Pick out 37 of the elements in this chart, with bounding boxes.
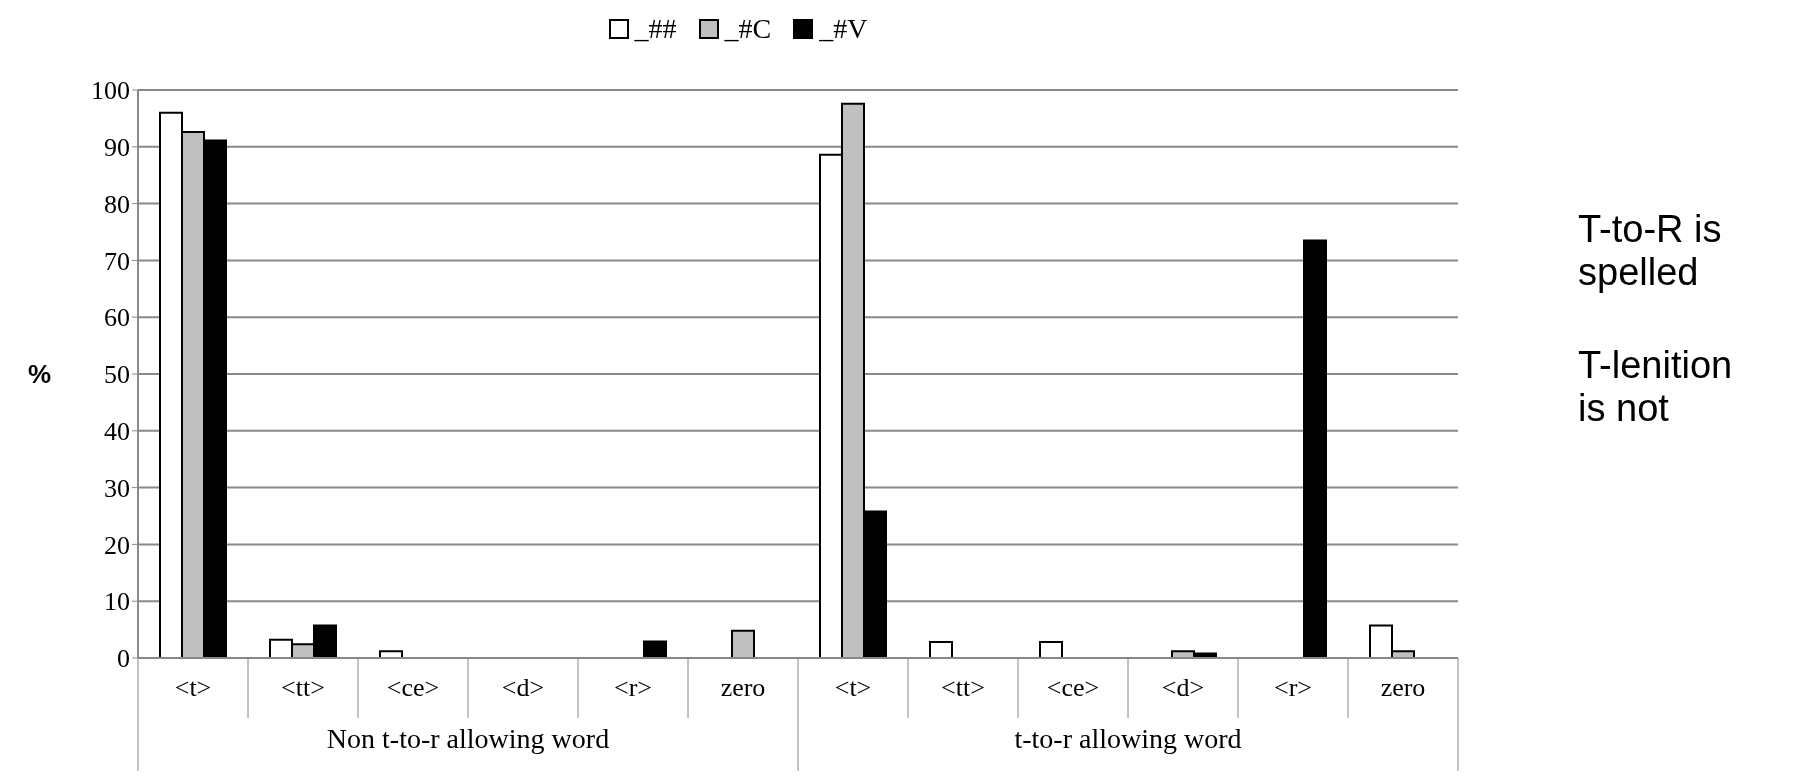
- x-tick-label: <d>: [501, 673, 545, 702]
- y-tick-label: 60: [104, 303, 130, 333]
- legend-label: _#C: [724, 13, 772, 45]
- y-tick-label: 100: [91, 76, 130, 106]
- bar: [731, 629, 755, 658]
- x-tick-label: <tt>: [941, 673, 985, 702]
- bar: [1039, 641, 1063, 658]
- y-tick-label: 80: [104, 189, 130, 219]
- y-axis-title: %: [28, 359, 52, 390]
- x-tick-label: <d>: [1161, 673, 1205, 702]
- legend-label: _#V: [819, 13, 868, 45]
- y-tick-label: 90: [104, 133, 130, 163]
- x-tick-label: <ce>: [386, 673, 440, 702]
- legend-label: _##: [634, 13, 677, 45]
- y-tick-label: 70: [104, 246, 130, 276]
- x-tick-label: <t>: [834, 673, 872, 702]
- y-tick-label: 30: [104, 473, 130, 503]
- x-tick-label: zero: [1380, 673, 1426, 702]
- text: t-to-r allowing word: [1013, 723, 1243, 755]
- x-tick-label: <r>: [614, 673, 652, 702]
- y-tick-label: 40: [104, 417, 130, 447]
- text: T-lenition is not: [1578, 344, 1734, 430]
- bar: [643, 640, 667, 658]
- bar: [929, 641, 953, 658]
- bar: [379, 650, 403, 658]
- y-tick-label: 50: [104, 360, 130, 390]
- x-tick-label: <ce>: [1046, 673, 1100, 702]
- y-tick-label: 0: [117, 644, 130, 674]
- bar: [1303, 239, 1327, 658]
- x-tick-label: <tt>: [281, 673, 325, 702]
- text: T-to-R is spelled: [1578, 208, 1723, 294]
- x-tick-label: <t>: [174, 673, 212, 702]
- text: Non t-to-r allowing word: [325, 723, 611, 755]
- x-tick-label: <r>: [1274, 673, 1312, 702]
- y-tick-label: 20: [104, 530, 130, 560]
- x-tick-label: zero: [720, 673, 766, 702]
- y-tick-label: 10: [104, 587, 130, 617]
